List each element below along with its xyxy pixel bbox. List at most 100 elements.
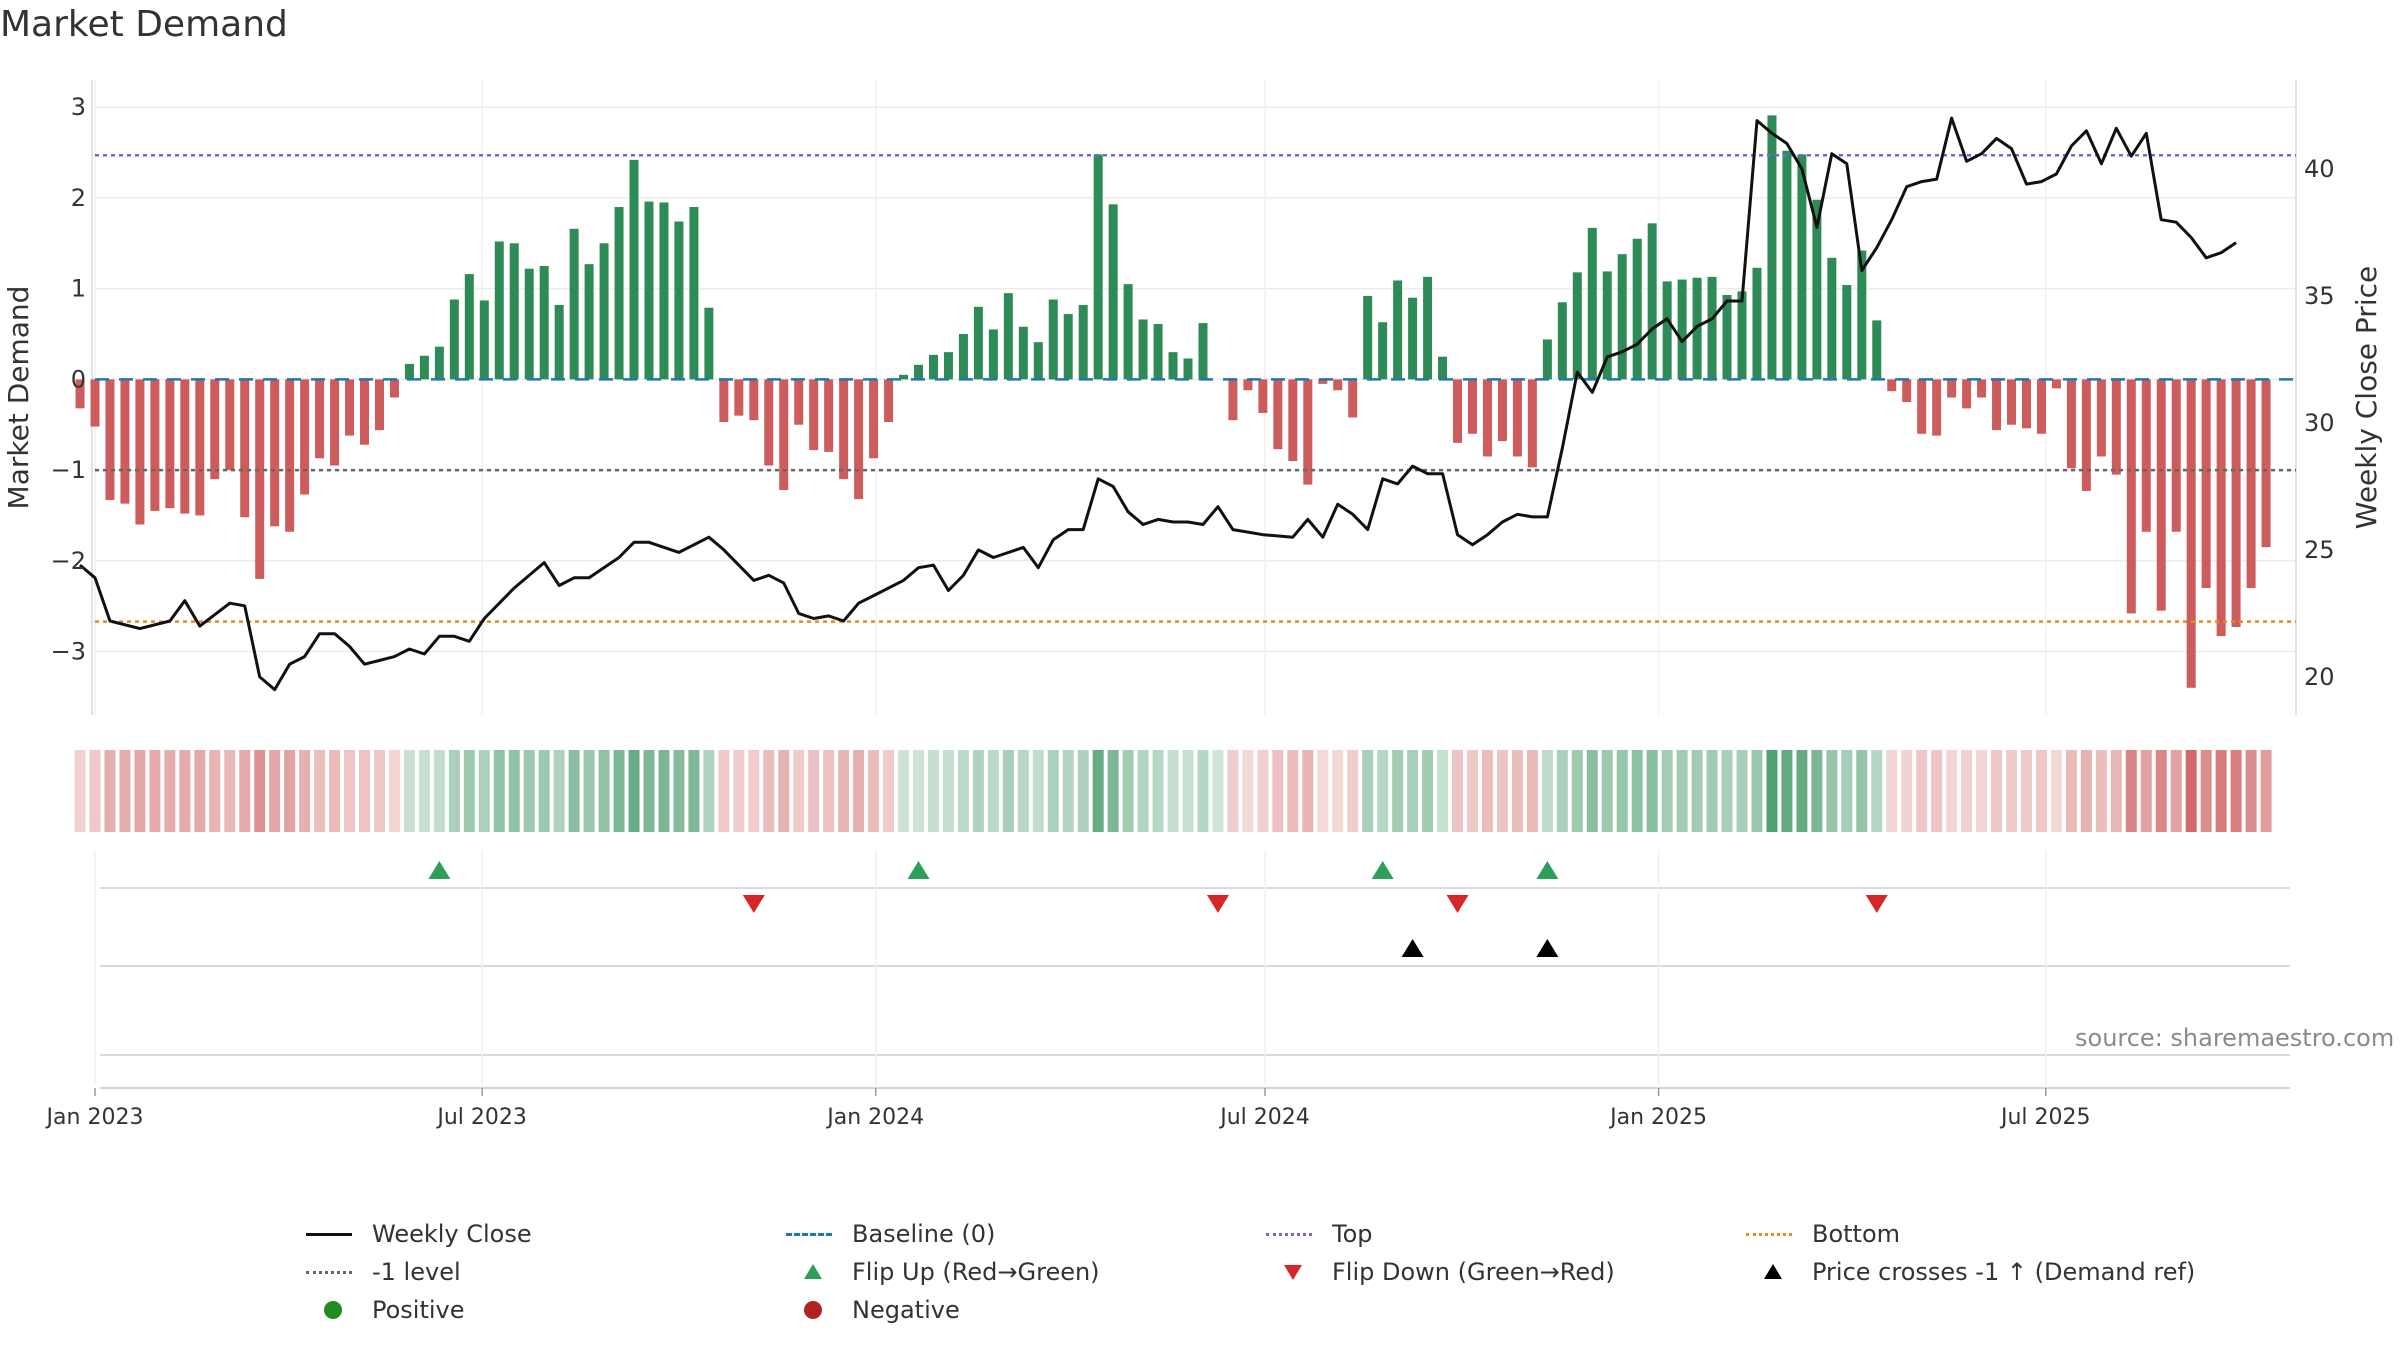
demand-bar (1587, 227, 1597, 380)
demand-bar (2186, 379, 2196, 688)
heat-strip-cell (1347, 750, 1359, 832)
y-tick-label: 1 (71, 275, 86, 303)
chart-legend: Weekly Close Baseline (0) Top Bottom -1 … (300, 1216, 2250, 1342)
heat-strip-cell (1961, 750, 1973, 832)
heat-strip-cell (1212, 750, 1224, 832)
demand-bar (2216, 379, 2226, 637)
heat-strip-cell (493, 750, 505, 832)
heat-strip-cell (314, 750, 326, 832)
demand-bar (734, 379, 744, 416)
y2-tick-label: 30 (2304, 409, 2335, 437)
heat-strip-cell (418, 750, 430, 832)
heat-strip-cell (179, 750, 191, 832)
demand-bar (914, 364, 924, 380)
heat-strip-cell (1317, 750, 1329, 832)
heat-strip-cell (329, 750, 341, 832)
demand-bar (2171, 379, 2181, 532)
heat-strip-cell (1931, 750, 1943, 832)
legend-item-negative: Negative (780, 1292, 960, 1328)
heat-strip-cell (1871, 750, 1883, 832)
heat-strip-cell (598, 750, 610, 832)
demand-bar (120, 379, 130, 504)
demand-bar (2141, 379, 2151, 532)
demand-bar (1078, 304, 1088, 380)
demand-bar (1273, 379, 1283, 450)
demand-bar (779, 379, 789, 491)
chart-title: Market Demand (0, 4, 288, 45)
demand-bar (1872, 320, 1882, 380)
demand-bar (509, 243, 519, 380)
demand-bar (1318, 379, 1328, 384)
demand-bar (1797, 154, 1807, 380)
dot-icon (780, 1292, 842, 1328)
heat-strip-cell (224, 750, 236, 832)
legend-label: Top (1332, 1220, 1373, 1248)
heat-strip-cell (778, 750, 790, 832)
demand-bar (988, 329, 998, 380)
heat-strip-cell (359, 750, 371, 832)
heat-strip-cell (1332, 750, 1344, 832)
heat-strip-cell (2155, 750, 2167, 832)
heat-strip-cell (373, 750, 385, 832)
demand-bar (689, 207, 699, 380)
demand-bar (1707, 276, 1717, 380)
heat-strip-cell (1601, 750, 1613, 832)
heat-strip-cell (913, 750, 925, 832)
heat-strip-cell (1646, 750, 1658, 832)
flip-down-marker (1206, 895, 1229, 913)
demand-bar (809, 379, 819, 451)
heat-strip-cell (2245, 750, 2257, 832)
x-tick-label: Jul 2025 (1999, 1105, 2091, 1130)
heat-strip-cell (1631, 750, 1643, 832)
heat-strip-cell (838, 750, 850, 832)
demand-bar (1617, 254, 1627, 380)
flip-down-marker (1446, 895, 1469, 913)
heat-strip-cell (1362, 750, 1374, 832)
legend-symbol-minus-one-level (300, 1254, 362, 1290)
heat-strip-cell (2006, 750, 2018, 832)
demand-bar (360, 379, 370, 445)
heat-strip-cell (1152, 750, 1164, 832)
heat-strip-cell (403, 750, 415, 832)
heat-strip-cell (1077, 750, 1089, 832)
heat-strip-cell (1377, 750, 1389, 832)
heat-strip-cell (1736, 750, 1748, 832)
demand-bar (2007, 379, 2017, 425)
demand-bar (1348, 379, 1358, 418)
legend-item-minus-one-level: -1 level (300, 1254, 461, 1290)
heat-strip-cell (1407, 750, 1419, 832)
heat-strip-cell (2020, 750, 2032, 832)
heat-strip-cell (658, 750, 670, 832)
heat-strip-cell (898, 750, 910, 832)
legend-symbol-baseline (780, 1216, 842, 1252)
demand-bar (1887, 379, 1897, 392)
heat-strip-cell (1137, 750, 1149, 832)
heat-strip-cell (957, 750, 969, 832)
demand-bar (2066, 379, 2076, 469)
demand-bar (704, 307, 714, 380)
heat-strip-cell (987, 750, 999, 832)
demand-bar (1827, 257, 1837, 380)
y2-tick-label: 20 (2304, 663, 2335, 691)
demand-bar (599, 243, 609, 380)
demand-bar (150, 379, 160, 511)
demand-bar (1168, 352, 1178, 380)
demand-bar (1557, 302, 1567, 380)
heat-strip-cell (1796, 750, 1808, 832)
demand-bar (1812, 199, 1822, 380)
legend-label: Negative (852, 1296, 960, 1324)
price-cross-marker (1536, 939, 1559, 957)
heat-strip-cell (628, 750, 640, 832)
demand-bar (928, 354, 938, 380)
heat-strip-cell (164, 750, 176, 832)
demand-bar (1572, 272, 1582, 380)
y2-tick-label: 25 (2304, 536, 2335, 564)
demand-bar (1692, 277, 1702, 380)
heat-strip-cell (194, 750, 206, 832)
demand-bar (839, 379, 849, 480)
demand-bar (1842, 285, 1852, 380)
y2-axis-label: Weekly Close Price (2350, 266, 2383, 529)
heat-strip-cell (1841, 750, 1853, 832)
legend-item-baseline: Baseline (0) (780, 1216, 995, 1252)
heat-strip-cell (1856, 750, 1868, 832)
